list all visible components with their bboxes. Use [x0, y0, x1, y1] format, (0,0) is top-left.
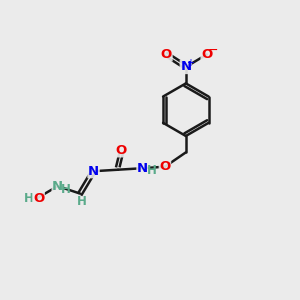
Text: N: N	[52, 180, 63, 193]
Text: O: O	[159, 160, 171, 173]
Text: −: −	[208, 44, 219, 57]
Text: O: O	[201, 48, 212, 61]
Text: H: H	[147, 164, 157, 177]
Text: N: N	[88, 165, 99, 178]
Text: N: N	[137, 162, 148, 175]
Text: N: N	[180, 61, 191, 74]
Text: H: H	[61, 183, 71, 196]
Text: O: O	[161, 48, 172, 61]
Text: O: O	[33, 192, 44, 205]
Text: +: +	[186, 58, 194, 68]
Text: H: H	[24, 192, 34, 205]
Text: O: O	[116, 144, 127, 157]
Text: H: H	[77, 195, 87, 208]
